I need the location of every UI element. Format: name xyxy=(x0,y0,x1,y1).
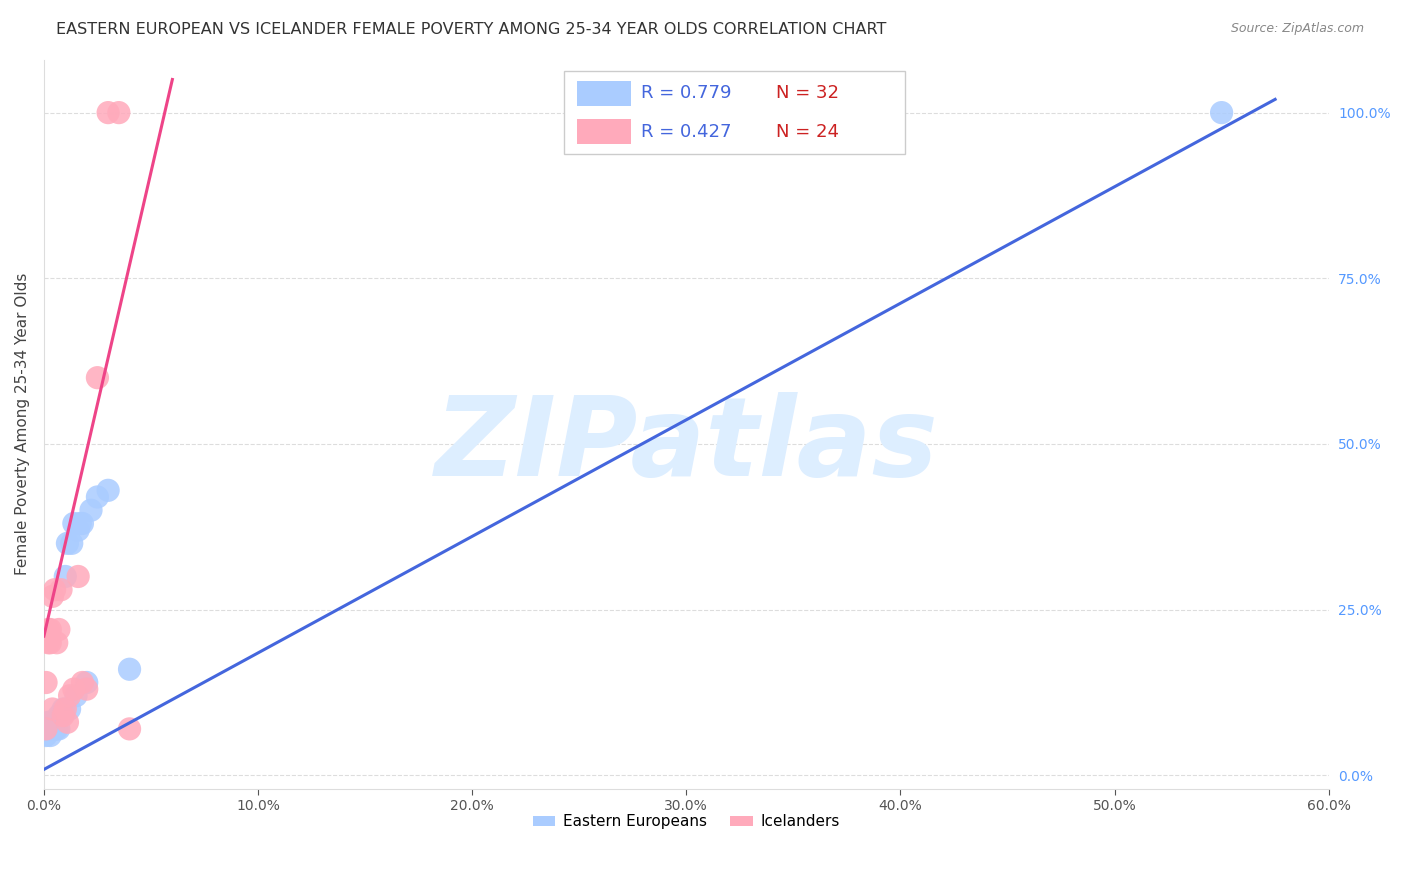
Point xyxy=(72,516,94,531)
Point xyxy=(44,722,66,736)
Point xyxy=(41,590,63,604)
Point xyxy=(39,722,62,736)
Text: EASTERN EUROPEAN VS ICELANDER FEMALE POVERTY AMONG 25-34 YEAR OLDS CORRELATION C: EASTERN EUROPEAN VS ICELANDER FEMALE POV… xyxy=(56,22,887,37)
Point xyxy=(44,715,66,730)
Point xyxy=(53,702,76,716)
Point xyxy=(69,516,91,531)
Point xyxy=(45,722,67,736)
Point xyxy=(108,105,131,120)
Point xyxy=(44,582,66,597)
Point xyxy=(49,708,72,723)
Point xyxy=(39,636,62,650)
Point xyxy=(1211,105,1233,120)
Point xyxy=(72,675,94,690)
FancyBboxPatch shape xyxy=(576,120,631,145)
Point xyxy=(48,623,70,637)
Point xyxy=(41,722,63,736)
Point xyxy=(45,636,67,650)
Point xyxy=(35,722,58,736)
FancyBboxPatch shape xyxy=(576,81,631,105)
Point xyxy=(118,662,141,676)
Point xyxy=(63,516,86,531)
Text: ZIPatlas: ZIPatlas xyxy=(434,392,938,500)
Point xyxy=(35,729,58,743)
Point xyxy=(118,722,141,736)
Y-axis label: Female Poverty Among 25-34 Year Olds: Female Poverty Among 25-34 Year Olds xyxy=(15,273,30,575)
Legend: Eastern Europeans, Icelanders: Eastern Europeans, Icelanders xyxy=(526,808,846,836)
Text: N = 32: N = 32 xyxy=(776,84,839,103)
Text: Source: ZipAtlas.com: Source: ZipAtlas.com xyxy=(1230,22,1364,36)
Point xyxy=(35,722,58,736)
FancyBboxPatch shape xyxy=(564,70,904,154)
Point xyxy=(56,536,79,550)
Text: N = 24: N = 24 xyxy=(776,123,839,141)
Point xyxy=(39,623,62,637)
Point xyxy=(39,729,62,743)
Point xyxy=(58,689,80,703)
Point xyxy=(45,715,67,730)
Point xyxy=(67,523,90,537)
Point xyxy=(65,689,87,703)
Point xyxy=(37,722,59,736)
Point xyxy=(37,636,59,650)
Point xyxy=(56,715,79,730)
Point xyxy=(97,105,120,120)
Point xyxy=(58,702,80,716)
Point xyxy=(49,582,72,597)
Point xyxy=(52,708,75,723)
Point xyxy=(41,715,63,730)
Point xyxy=(76,675,98,690)
Point xyxy=(86,370,108,384)
Point xyxy=(86,490,108,504)
Point xyxy=(67,569,90,583)
Point xyxy=(39,715,62,730)
Point xyxy=(35,675,58,690)
Point xyxy=(60,536,83,550)
Point xyxy=(53,569,76,583)
Point xyxy=(97,483,120,498)
Point xyxy=(63,682,86,697)
Point xyxy=(41,702,63,716)
Point xyxy=(48,708,70,723)
Point xyxy=(37,715,59,730)
Point xyxy=(48,722,70,736)
Point xyxy=(76,682,98,697)
Point xyxy=(80,503,103,517)
Point xyxy=(37,623,59,637)
Text: R = 0.779: R = 0.779 xyxy=(641,84,731,103)
Text: R = 0.427: R = 0.427 xyxy=(641,123,731,141)
Point xyxy=(52,702,75,716)
